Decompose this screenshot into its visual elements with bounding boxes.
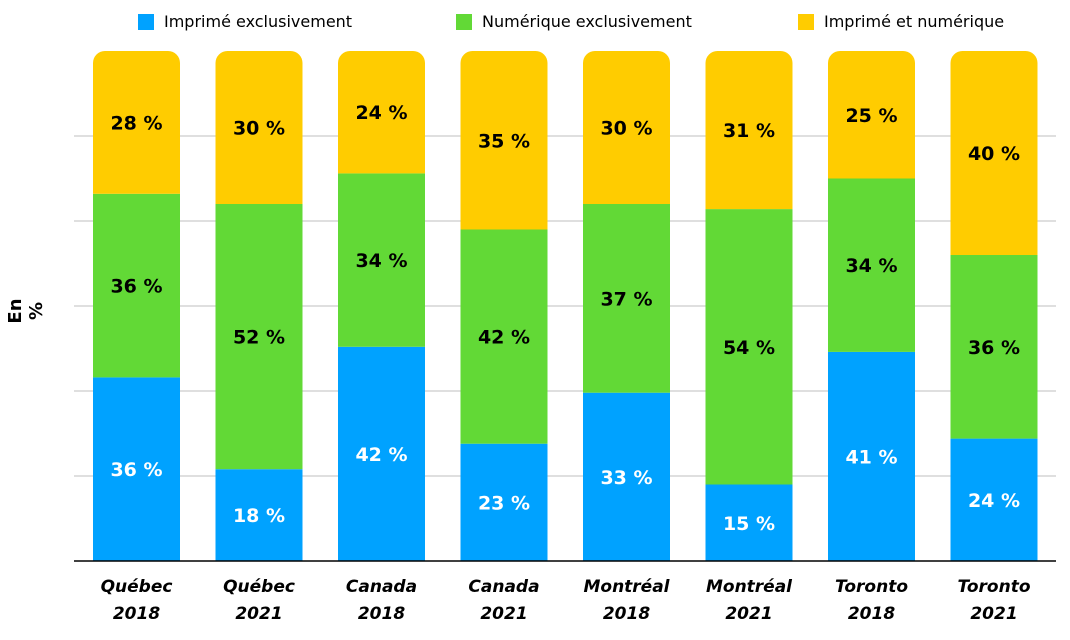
bar-value-label: 54 % [723, 337, 775, 359]
bar-value-label: 18 % [233, 505, 285, 527]
legend-item-print-and-digital: Imprimé et numérique [798, 12, 1004, 31]
legend-swatch-print-only [138, 13, 154, 30]
bar-segment [583, 392, 670, 561]
legend-label-print-and-digital: Imprimé et numérique [824, 12, 1005, 31]
bar-segment [338, 346, 425, 561]
legend-swatch-digital-only [456, 13, 472, 30]
bar-segment [93, 193, 180, 378]
x-tick-label: Montréal [706, 577, 793, 597]
bar-value-label: 42 % [478, 327, 530, 349]
bar-segment [93, 51, 180, 194]
legend-label-print-only: Imprimé exclusivement [164, 12, 353, 31]
bar-value-label: 34 % [355, 250, 407, 272]
bar-value-label: 24 % [968, 490, 1020, 512]
bar-value-label: 41 % [845, 446, 897, 468]
bar-segment [338, 173, 425, 347]
bar-value-label: 24 % [355, 102, 407, 124]
bar-value-label: 31 % [723, 120, 775, 142]
bar-segment [828, 178, 915, 352]
x-tick-label: 2021 [725, 604, 772, 624]
bar-value-label: 35 % [478, 130, 530, 152]
legend-item-digital-only: Numérique exclusivement [456, 12, 692, 31]
bar-segment [705, 51, 793, 210]
bar-segment [950, 255, 1038, 439]
bar-segment [460, 51, 548, 230]
x-tick-label: 2021 [480, 604, 527, 624]
bar-segment [338, 51, 425, 174]
bar-group [705, 51, 793, 561]
bar-group [950, 51, 1038, 561]
bar-value-label: 30 % [233, 118, 285, 140]
bar-segment [215, 469, 303, 561]
x-tick-label: 2018 [113, 604, 160, 624]
x-tick-label: 2018 [358, 604, 405, 624]
bar-group [460, 51, 548, 561]
bar-segment [950, 438, 1038, 561]
bar-segment [93, 377, 180, 561]
bar-segment [828, 351, 915, 561]
bar-group [215, 51, 303, 561]
x-tick-label: 2018 [848, 604, 895, 624]
bar-segment [460, 443, 548, 561]
x-tick-label: Canada [346, 577, 417, 597]
bar-segment [215, 204, 303, 470]
bar-group [338, 51, 425, 561]
chart-legend: Imprimé exclusivement Numérique exclusiv… [0, 12, 1070, 38]
bar-group [93, 51, 180, 561]
legend-item-print-only: Imprimé exclusivement [138, 12, 352, 31]
x-tick-label: Toronto [835, 577, 908, 597]
x-tick-label: Québec [101, 577, 173, 597]
bar-segment [215, 51, 303, 204]
bar-segment [828, 51, 915, 179]
bar-segment [583, 51, 670, 204]
bar-value-label: 42 % [355, 444, 407, 466]
bar-value-label: 30 % [600, 118, 652, 140]
bar-segment [705, 484, 793, 561]
bar-value-label: 36 % [110, 459, 162, 481]
x-tick-label: Montréal [583, 577, 670, 597]
bar-value-label: 37 % [600, 288, 652, 310]
bar-segment [950, 51, 1038, 255]
bar-value-label: 28 % [110, 112, 162, 134]
bar-segment [705, 209, 793, 485]
x-tick-label: 2021 [235, 604, 282, 624]
bar-segment [583, 204, 670, 393]
bar-value-label: 52 % [233, 327, 285, 349]
x-tick-label: Canada [468, 577, 539, 597]
bar-value-label: 34 % [845, 255, 897, 277]
bar-value-label: 25 % [845, 105, 897, 127]
x-tick-label: 2021 [970, 604, 1017, 624]
bar-group [828, 51, 915, 561]
bar-value-label: 15 % [723, 513, 775, 535]
bar-value-label: 40 % [968, 143, 1020, 165]
bar-segment [460, 229, 548, 444]
x-tick-label: Toronto [957, 577, 1030, 597]
x-tick-label: 2018 [603, 604, 650, 624]
bar-value-label: 23 % [478, 492, 530, 514]
x-tick-label: Québec [223, 577, 295, 597]
bar-value-label: 36 % [968, 337, 1020, 359]
legend-swatch-print-and-digital [798, 13, 814, 30]
bar-value-label: 36 % [110, 276, 162, 298]
bar-value-label: 33 % [600, 467, 652, 489]
bar-group [583, 51, 670, 561]
legend-label-digital-only: Numérique exclusivement [482, 12, 692, 31]
